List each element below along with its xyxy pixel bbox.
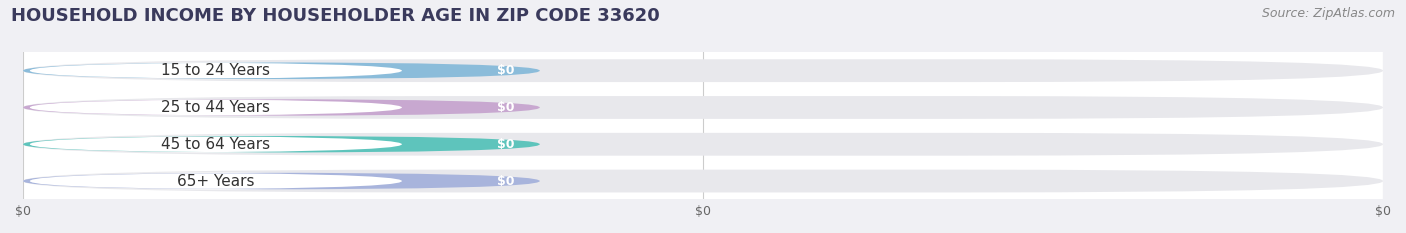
FancyBboxPatch shape bbox=[30, 173, 402, 189]
FancyBboxPatch shape bbox=[22, 96, 1384, 119]
Text: $0: $0 bbox=[498, 101, 515, 114]
Text: $0: $0 bbox=[498, 138, 515, 151]
FancyBboxPatch shape bbox=[22, 59, 1384, 82]
Text: 45 to 64 Years: 45 to 64 Years bbox=[162, 137, 270, 152]
Text: $0: $0 bbox=[498, 175, 515, 188]
Text: 25 to 44 Years: 25 to 44 Years bbox=[162, 100, 270, 115]
FancyBboxPatch shape bbox=[30, 136, 402, 153]
FancyBboxPatch shape bbox=[22, 133, 1384, 156]
FancyBboxPatch shape bbox=[22, 173, 540, 189]
Text: HOUSEHOLD INCOME BY HOUSEHOLDER AGE IN ZIP CODE 33620: HOUSEHOLD INCOME BY HOUSEHOLDER AGE IN Z… bbox=[11, 7, 659, 25]
Text: 15 to 24 Years: 15 to 24 Years bbox=[162, 63, 270, 78]
FancyBboxPatch shape bbox=[22, 99, 540, 116]
FancyBboxPatch shape bbox=[30, 99, 402, 116]
FancyBboxPatch shape bbox=[22, 62, 540, 79]
Text: $0: $0 bbox=[498, 64, 515, 77]
FancyBboxPatch shape bbox=[30, 62, 402, 79]
Text: Source: ZipAtlas.com: Source: ZipAtlas.com bbox=[1261, 7, 1395, 20]
FancyBboxPatch shape bbox=[22, 170, 1384, 192]
FancyBboxPatch shape bbox=[22, 136, 540, 153]
Text: 65+ Years: 65+ Years bbox=[177, 174, 254, 188]
